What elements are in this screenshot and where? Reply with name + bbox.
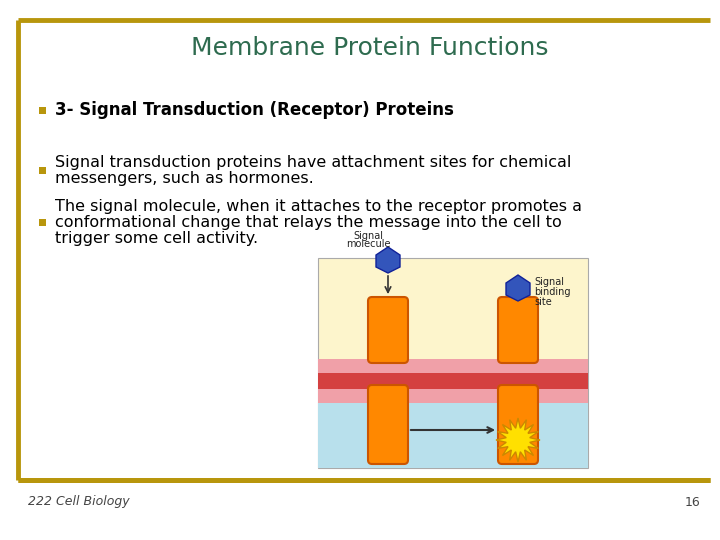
- Text: messengers, such as hormones.: messengers, such as hormones.: [55, 171, 314, 186]
- Text: trigger some cell activity.: trigger some cell activity.: [55, 231, 258, 246]
- Bar: [318, 403, 588, 468]
- Bar: [318, 258, 588, 468]
- Text: site: site: [534, 297, 552, 307]
- Bar: [318, 389, 588, 403]
- Bar: [318, 373, 588, 389]
- Text: Signal: Signal: [353, 231, 383, 241]
- Text: Membrane Protein Functions: Membrane Protein Functions: [192, 36, 549, 60]
- Polygon shape: [376, 247, 400, 273]
- Text: conformational change that relays the message into the cell to: conformational change that relays the me…: [55, 214, 562, 230]
- Text: Signal: Signal: [534, 277, 564, 287]
- Text: 16: 16: [684, 496, 700, 509]
- Text: 222 Cell Biology: 222 Cell Biology: [28, 496, 130, 509]
- FancyBboxPatch shape: [498, 385, 538, 464]
- Text: molecule: molecule: [346, 239, 390, 249]
- Bar: [38, 166, 45, 173]
- FancyBboxPatch shape: [498, 297, 538, 363]
- Polygon shape: [506, 275, 530, 301]
- Bar: [38, 219, 45, 226]
- FancyBboxPatch shape: [368, 297, 408, 363]
- Text: binding: binding: [534, 287, 570, 297]
- Text: Signal transduction proteins have attachment sites for chemical: Signal transduction proteins have attach…: [55, 154, 572, 170]
- Bar: [38, 106, 45, 113]
- Text: The signal molecule, when it attaches to the receptor promotes a: The signal molecule, when it attaches to…: [55, 199, 582, 213]
- FancyBboxPatch shape: [368, 385, 408, 464]
- Polygon shape: [496, 418, 540, 462]
- Bar: [318, 359, 588, 373]
- Text: 3- Signal Transduction (Receptor) Proteins: 3- Signal Transduction (Receptor) Protei…: [55, 101, 454, 119]
